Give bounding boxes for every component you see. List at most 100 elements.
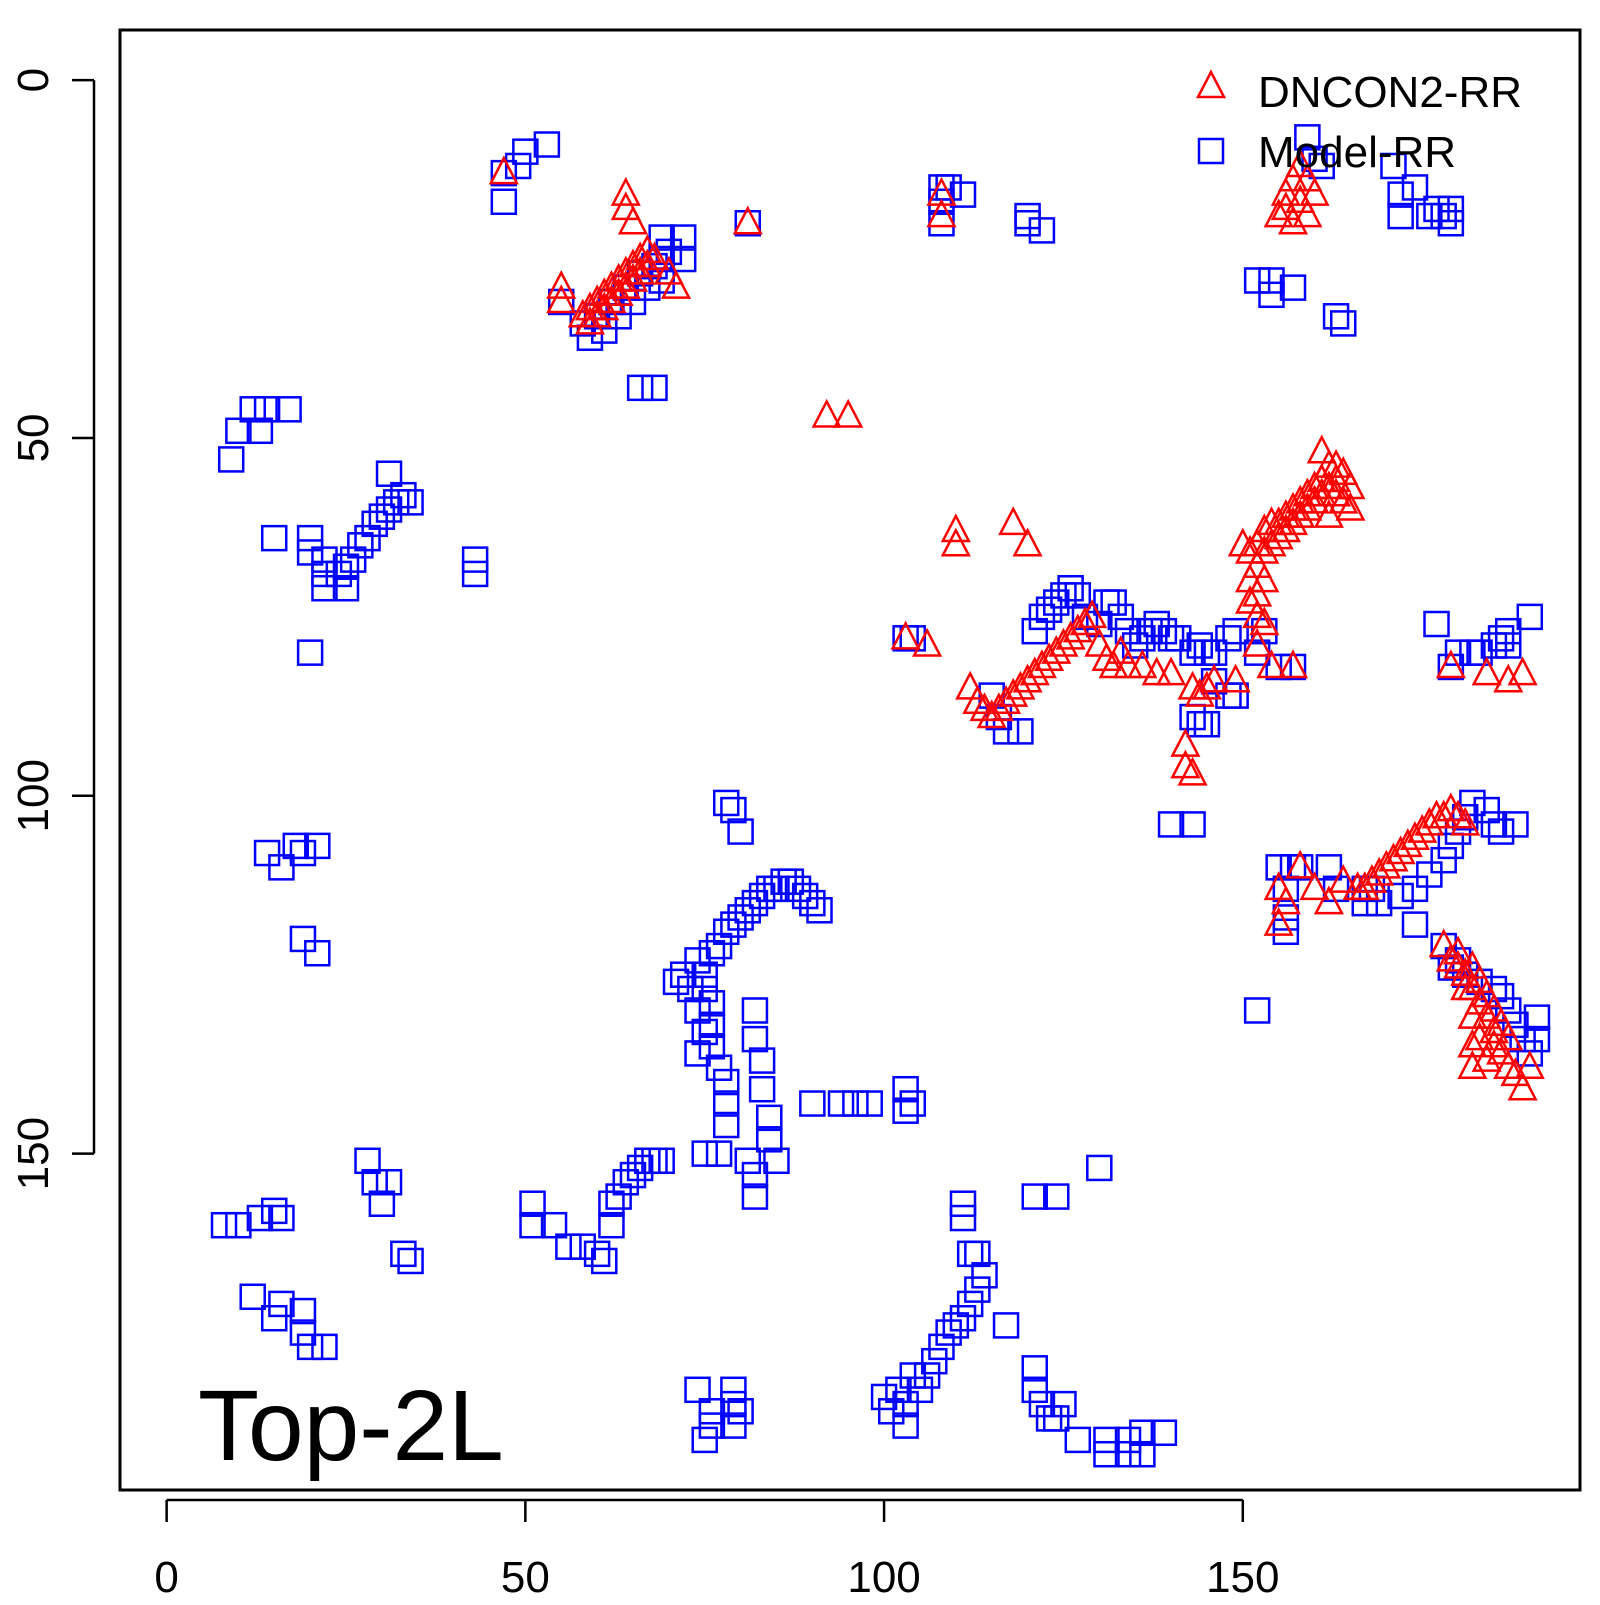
dncon2-rr-point [1299,484,1330,514]
model-rr-point [669,961,697,988]
model-rr-point [375,496,403,523]
model-rr-point [892,1412,919,1439]
model-rr-point [727,904,754,931]
y-tick-label: 0 [9,68,58,92]
dncon2-rr-point [1493,1050,1524,1079]
dncon2-rr-point [1450,956,1481,986]
model-rr-point [253,839,281,867]
model-rr-point [1387,882,1414,910]
dncon2-rr-point [1249,513,1280,543]
legend-square-marker [1197,137,1225,165]
dncon2-rr-point [1034,642,1065,672]
model-rr-point [1315,854,1343,881]
model-rr-point [368,503,396,530]
model-rr-point [1086,610,1113,638]
model-rr-point [677,975,704,1003]
model-rr-point [289,839,317,867]
dncon2-rr-point [1155,656,1187,686]
dncon2-rr-point [1184,677,1215,707]
dncon2-rr-point [1464,964,1495,994]
model-rr-point [1021,617,1048,645]
model-rr-point [705,1140,733,1167]
model-rr-point [1487,625,1515,652]
model-rr-point [1035,596,1063,623]
model-rr-point [1495,632,1522,659]
model-rr-point [727,818,754,845]
model-rr-point [1258,281,1285,309]
model-rr-point [1286,854,1314,881]
model-rr-point [1523,1025,1551,1053]
dncon2-rr-point [617,205,649,235]
model-rr-point [246,417,274,445]
dncon2-rr-point [1256,649,1287,679]
dncon2-rr-point [1299,871,1330,901]
model-rr-point [1057,574,1084,602]
dncon2-rr-point [1306,434,1337,464]
model-rr-point [1186,710,1214,738]
model-rr-point [1179,703,1206,731]
model-rr-point [720,1376,747,1404]
legend-label-dncon2: DNCON2-RR [1258,68,1522,117]
dncon2-rr-point [1435,792,1466,822]
dncon2-rr-point [625,255,656,285]
model-rr-point [547,288,575,316]
model-rr-point [1150,617,1178,645]
model-rr-point [261,1304,288,1332]
model-rr-point [720,796,747,824]
x-tick-label: 50 [501,1553,550,1600]
model-rr-point [698,1033,726,1060]
model-rr-point [691,1140,718,1167]
dncon2-rr-point [1507,1071,1538,1101]
dncon2-rr-point [1041,634,1072,664]
model-rr-point [655,238,683,266]
model-rr-point [842,1090,869,1117]
model-rr-point [763,875,790,903]
legend-triangle-marker [1195,69,1227,99]
model-rr-point [1416,202,1443,230]
model-rr-point [899,1362,927,1389]
model-rr-point [1516,603,1544,631]
dncon2-rr-point [1313,885,1344,915]
model-rr-point [1430,846,1457,874]
dncon2-rr-point [1486,1007,1517,1037]
x-tick-label: 100 [847,1553,920,1600]
model-rr-point [1279,653,1307,681]
dncon2-rr-point [1356,863,1387,893]
model-rr-point [296,524,324,552]
model-rr-point [1028,217,1056,244]
dncon2-rr-point [1471,999,1502,1029]
model-rr-point [1509,1025,1536,1053]
dncon2-rr-point [1321,448,1352,478]
dncon2-rr-point [603,277,634,307]
model-rr-point [1164,625,1192,652]
model-rr-point [935,1319,962,1346]
dncon2-rr-point [1062,613,1093,643]
dncon2-rr-point [732,205,763,235]
dncon2-rr-point [1471,978,1502,1008]
model-rr-point [892,1097,919,1124]
dncon2-rr-point [1270,513,1301,543]
model-rr-point [311,546,338,573]
dncon2-rr-point [1285,184,1316,214]
dncon2-rr-point [574,305,605,335]
model-rr-point [720,1390,747,1418]
model-rr-point [698,1011,726,1039]
dncon2-rr-point [1478,1028,1509,1058]
model-rr-point [892,1075,919,1103]
model-rr-point [964,1240,991,1268]
dncon2-rr-point [1471,1042,1502,1072]
dncon2-rr-point [1471,656,1502,686]
model-rr-point [519,1211,546,1239]
model-rr-point [598,1190,625,1217]
model-rr-point [698,990,726,1017]
dncon2-rr-point [1442,799,1474,829]
dncon2-rr-point [632,234,663,264]
model-rr-point [1466,639,1493,666]
model-rr-point [626,374,654,402]
model-rr-point [1380,152,1407,180]
dncon2-rr-point [890,620,921,650]
dncon2-rr-point [653,255,684,285]
model-rr-point [512,138,539,165]
dncon2-rr-point [1457,949,1488,979]
